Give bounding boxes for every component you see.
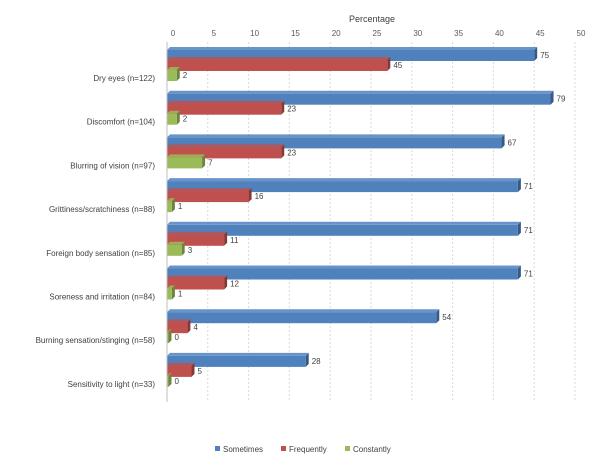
- bar-frequently: [167, 319, 191, 334]
- x-axis-title: Percentage: [349, 14, 395, 24]
- data-label: 16: [255, 192, 264, 201]
- legend: Sometimes Frequently Constantly: [215, 445, 391, 454]
- data-label: 7: [208, 158, 213, 167]
- data-label: 71: [524, 270, 533, 279]
- category-label: Blurring of vision (n=97): [70, 161, 155, 170]
- bar-constantly: [167, 372, 172, 387]
- category-label: Burning sensation/stinging (n=58): [36, 336, 156, 345]
- bar-sometimes: [167, 265, 521, 280]
- bar-constantly: [167, 329, 172, 344]
- data-label: 5: [197, 367, 202, 376]
- data-label: 79: [557, 95, 566, 104]
- bar-frequently: [167, 144, 285, 159]
- x-tick-label: 10: [250, 29, 259, 38]
- data-label: 23: [287, 105, 296, 114]
- legend-swatch: [345, 446, 350, 451]
- data-label: 12: [230, 280, 239, 289]
- category-label: Soreness and irritation (n=84): [49, 293, 155, 302]
- bar-constantly: [167, 67, 180, 81]
- data-label: 23: [287, 148, 296, 157]
- bar-frequently: [167, 57, 391, 71]
- category-labels: Dry eyes (n=122) Discomfort (n=104) Blurri…: [36, 74, 156, 389]
- data-label: 1: [178, 202, 183, 211]
- x-tick-label: 0: [171, 29, 176, 38]
- data-label: 45: [393, 61, 402, 70]
- legend-label: Constantly: [353, 445, 391, 454]
- x-tick-label: 35: [454, 29, 463, 38]
- data-label: 2: [183, 115, 188, 124]
- x-tick-label: 20: [332, 29, 341, 38]
- category-label: Sensitivity to light (n=33): [68, 380, 156, 389]
- bar-sometimes: [167, 309, 440, 324]
- data-label: 71: [524, 226, 533, 235]
- legend-swatch: [281, 446, 286, 451]
- x-tick-label: 30: [413, 29, 422, 38]
- bar-sometimes: [167, 90, 554, 105]
- x-tick-label: 25: [373, 29, 382, 38]
- data-label: 67: [508, 138, 517, 147]
- data-label: 2: [183, 71, 188, 80]
- data-labels: 75 45 2 79 23 2 67 23 7 71 16 1 71 11 3 71 12 1 54 4 0 28 5 0: [175, 51, 566, 386]
- bar-frequently: [167, 188, 252, 203]
- bar-constantly: [167, 285, 175, 300]
- data-label: 1: [178, 290, 183, 299]
- category-label: Dry eyes (n=122): [93, 74, 155, 83]
- legend-swatch: [215, 446, 220, 451]
- data-label: 11: [230, 236, 239, 245]
- bar-constantly: [167, 241, 185, 256]
- x-tick-label: 5: [212, 29, 217, 38]
- category-label: Discomfort (n=104): [87, 118, 156, 127]
- legend-label: Frequently: [289, 445, 327, 454]
- x-axis-ticks: 0 5 10 15 20 25 30 35 40 45 50: [171, 29, 586, 38]
- bar-frequently: [167, 231, 228, 246]
- data-label: 28: [312, 357, 321, 366]
- bar-constantly: [167, 198, 175, 213]
- legend-label: Sometimes: [223, 445, 263, 454]
- bar-frequently: [167, 362, 195, 377]
- x-tick-label: 15: [291, 29, 300, 38]
- data-label: 3: [188, 246, 193, 255]
- data-label: 4: [193, 323, 198, 332]
- bar-sometimes: [167, 47, 538, 61]
- bar-sometimes: [167, 352, 309, 367]
- data-label: 75: [540, 51, 549, 60]
- bar-sometimes: [167, 221, 521, 236]
- category-label: Foreign body sensation (n=85): [46, 249, 155, 258]
- data-label: 71: [524, 182, 533, 191]
- data-label: 54: [442, 313, 451, 322]
- bar-sometimes: [167, 134, 505, 149]
- bar-constantly: [167, 154, 206, 169]
- x-tick-label: 50: [577, 29, 586, 38]
- x-tick-label: 40: [495, 29, 504, 38]
- category-label: Grittiness/scratchiness (n=88): [49, 205, 155, 214]
- data-label: 0: [175, 377, 180, 386]
- bar-constantly: [167, 110, 180, 125]
- bar-frequently: [167, 275, 228, 290]
- x-tick-label: 45: [536, 29, 545, 38]
- bar-frequently: [167, 100, 285, 115]
- bars: [167, 47, 554, 387]
- data-label: 0: [175, 333, 180, 342]
- bar-sometimes: [167, 178, 521, 193]
